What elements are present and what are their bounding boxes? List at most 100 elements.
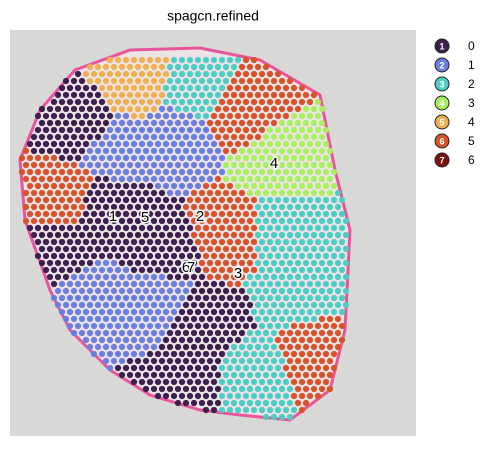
spot bbox=[150, 315, 158, 323]
spot bbox=[210, 406, 218, 414]
spot bbox=[22, 189, 30, 197]
spot bbox=[306, 210, 314, 218]
spot bbox=[310, 105, 318, 113]
spot bbox=[66, 196, 74, 204]
spot bbox=[330, 252, 338, 260]
spot bbox=[110, 161, 118, 169]
spot bbox=[26, 224, 34, 232]
spot bbox=[286, 77, 294, 85]
spot bbox=[74, 70, 82, 78]
spot bbox=[274, 336, 282, 344]
spot bbox=[254, 147, 262, 155]
spot bbox=[302, 273, 310, 281]
spot bbox=[82, 84, 90, 92]
spot bbox=[130, 154, 138, 162]
spot bbox=[194, 224, 202, 232]
spot bbox=[230, 91, 238, 99]
spot bbox=[122, 294, 130, 302]
spot bbox=[298, 280, 306, 288]
spot bbox=[150, 301, 158, 309]
spot bbox=[258, 168, 266, 176]
spot bbox=[146, 280, 154, 288]
spot bbox=[94, 133, 102, 141]
spot bbox=[134, 343, 142, 351]
spot bbox=[194, 280, 202, 288]
spot bbox=[102, 273, 110, 281]
spot bbox=[302, 161, 310, 169]
spot bbox=[330, 238, 338, 246]
spot bbox=[226, 364, 234, 372]
spot bbox=[314, 350, 322, 358]
cluster-annotation: 6 bbox=[182, 259, 190, 276]
spot bbox=[82, 98, 90, 106]
spot bbox=[174, 357, 182, 365]
spot bbox=[318, 343, 326, 351]
spot bbox=[250, 322, 258, 330]
spot bbox=[138, 378, 146, 386]
spot bbox=[274, 364, 282, 372]
spot bbox=[290, 364, 298, 372]
spot bbox=[218, 280, 226, 288]
spot bbox=[230, 301, 238, 309]
spot bbox=[238, 77, 246, 85]
legend-label: 0 bbox=[468, 39, 475, 53]
spot bbox=[86, 147, 94, 155]
spot bbox=[62, 175, 70, 183]
spot bbox=[110, 119, 118, 127]
spot bbox=[302, 385, 310, 393]
spot bbox=[122, 252, 130, 260]
spot bbox=[318, 357, 326, 365]
spot bbox=[338, 294, 346, 302]
spot bbox=[338, 210, 346, 218]
spot bbox=[246, 203, 254, 211]
spot bbox=[138, 112, 146, 120]
spot bbox=[322, 308, 330, 316]
spot bbox=[278, 259, 286, 267]
spot bbox=[74, 182, 82, 190]
spot bbox=[314, 210, 322, 218]
spot bbox=[182, 399, 190, 407]
spot bbox=[190, 399, 198, 407]
spot bbox=[254, 175, 262, 183]
spot bbox=[178, 196, 186, 204]
spot bbox=[82, 70, 90, 78]
spot bbox=[282, 126, 290, 134]
spot bbox=[278, 105, 286, 113]
spot bbox=[258, 84, 266, 92]
spot bbox=[78, 301, 86, 309]
spot bbox=[110, 217, 118, 225]
spot bbox=[110, 77, 118, 85]
spot bbox=[210, 294, 218, 302]
spot bbox=[338, 266, 346, 274]
spot bbox=[250, 154, 258, 162]
spot bbox=[226, 140, 234, 148]
spot bbox=[286, 287, 294, 295]
spot bbox=[54, 119, 62, 127]
spot bbox=[114, 182, 122, 190]
spot bbox=[22, 147, 30, 155]
spot bbox=[230, 315, 238, 323]
spot bbox=[50, 224, 58, 232]
spot bbox=[322, 294, 330, 302]
spot bbox=[94, 161, 102, 169]
spot bbox=[158, 231, 166, 239]
spot bbox=[214, 399, 222, 407]
spot bbox=[210, 336, 218, 344]
spot bbox=[294, 357, 302, 365]
spot bbox=[326, 273, 334, 281]
spot bbox=[286, 133, 294, 141]
spot bbox=[234, 126, 242, 134]
spot bbox=[254, 385, 262, 393]
spot bbox=[118, 91, 126, 99]
spot bbox=[50, 154, 58, 162]
spot bbox=[170, 336, 178, 344]
spot bbox=[94, 315, 102, 323]
spot bbox=[182, 77, 190, 85]
spot bbox=[274, 210, 282, 218]
spot bbox=[154, 266, 162, 274]
spot bbox=[142, 189, 150, 197]
spot bbox=[186, 126, 194, 134]
spot bbox=[118, 259, 126, 267]
spot bbox=[146, 378, 154, 386]
spot bbox=[42, 112, 50, 120]
